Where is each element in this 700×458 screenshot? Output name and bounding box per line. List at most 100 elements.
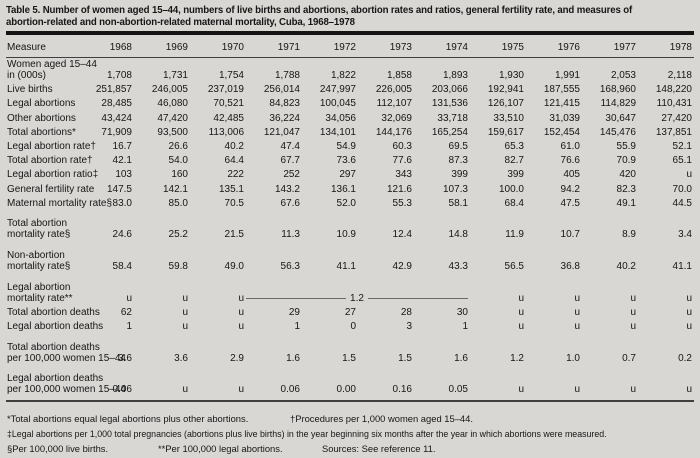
table-row: General fertility rate 147.5 142.1 135.1 143… (6, 182, 694, 196)
footnote-legal-abortions-ratio: ‡Legal abortions per 1,000 total pregnan… (7, 429, 607, 440)
value-cell: 1.6 (454, 352, 468, 364)
value-cell: 0.00 (302, 365, 358, 403)
measure-label-line: Live births (7, 84, 53, 96)
value-cell: 1.5 (398, 352, 412, 364)
value-cell: 143.2 (274, 183, 300, 195)
footnote-sources: Sources: See reference 11. (322, 443, 436, 455)
span-rule: 1.2 (246, 293, 468, 304)
value-cell: 147.5 (106, 183, 132, 195)
table-row: Non-abortion mortality rate§ 58.4 59.8 49.0 5… (6, 242, 694, 274)
value-cell: 55.3 (392, 197, 412, 209)
value-cell: 42,485 (213, 112, 244, 124)
value-cell: 112,107 (376, 98, 412, 110)
measure-label-line: Total abortion rate† (7, 155, 93, 167)
value-cell: 65.1 (672, 155, 692, 167)
value-cell: 2,053 (610, 70, 636, 82)
measure-label-line: mortality rate§ (7, 260, 71, 272)
value-cell: 27 (344, 306, 356, 318)
value-cell: 69.5 (448, 141, 468, 153)
value-cell: u (582, 365, 638, 403)
measure-label-line: Legal abortions (7, 98, 76, 110)
value-cell: 43,424 (101, 112, 132, 124)
value-cell: 131,536 (431, 98, 468, 110)
year-column-header: 1969 (134, 34, 190, 58)
value-cell: 8.9 (622, 229, 636, 241)
value-cell: u (238, 320, 244, 332)
value-cell: 54.0 (168, 155, 188, 167)
value-cell: 1,788 (274, 70, 300, 82)
table-title-line2: abortion-related and non-abortion-relate… (6, 15, 355, 28)
value-cell: 1.2 (510, 352, 524, 364)
value-cell: 126,107 (487, 98, 524, 110)
value-cell: 47.5 (560, 197, 580, 209)
value-cell: 3 (406, 320, 412, 332)
value-cell: 113,006 (208, 126, 244, 138)
footnote-total-abortions: *Total abortions equal legal abortions p… (7, 413, 249, 425)
measure-label-line: Women aged 15–44 (7, 59, 97, 71)
value-cell: 1 (294, 320, 300, 332)
value-cell: 1.0 (566, 352, 580, 364)
value-cell: u (526, 365, 582, 403)
measure-label: Legal abortions (6, 97, 78, 111)
value-cell: 2.9 (230, 352, 244, 364)
table-row: Total abortion deaths per 100,000 women 1… (6, 334, 694, 366)
value-cell: 110,431 (656, 98, 692, 110)
measure-label-line: per 100,000 women 15–44 (7, 384, 126, 396)
value-cell: 33,718 (437, 112, 468, 124)
year-column-header: 1975 (470, 34, 526, 58)
measure-label-line: Legal abortion ratio‡ (7, 169, 99, 181)
value-cell: 114,829 (600, 98, 636, 110)
value-cell: 1 (126, 320, 132, 332)
value-cell: 121,047 (263, 126, 300, 138)
value-cell: 83.0 (112, 197, 132, 209)
value-cell: 60.3 (392, 141, 412, 153)
value-cell: 32,069 (381, 112, 412, 124)
value-cell: u (630, 292, 636, 304)
measure-label-line: Other abortions (7, 112, 76, 124)
value-cell: u (470, 365, 526, 403)
value-cell: 222 (227, 169, 244, 181)
value-cell: u (182, 292, 188, 304)
measure-label: General fertility rate (6, 182, 94, 196)
value-cell: 203,066 (431, 84, 468, 96)
value-cell: 103 (115, 169, 132, 181)
value-cell: 11.3 (281, 229, 300, 241)
footnote-procedures: †Procedures per 1,000 women aged 15–44. (290, 413, 473, 425)
value-cell: u (638, 365, 694, 403)
measure-label-line: Maternal mortality rate§ (7, 197, 113, 209)
value-cell: 26.6 (168, 141, 188, 153)
value-cell: 31,039 (549, 112, 580, 124)
value-cell: 405 (563, 169, 580, 181)
measure-label-line: Legal abortion deaths (7, 373, 104, 385)
table-row: Legal abortion deaths 1 u u 1 0 3 1 u u u u (6, 319, 694, 333)
measure-label-line: Total abortions* (7, 126, 76, 138)
table-row: Legal abortion mortality rate** u u u 1.2 u u u u (6, 274, 694, 306)
value-cell: u (630, 306, 636, 318)
value-cell: 21.5 (224, 229, 244, 241)
value-cell: u (190, 365, 246, 403)
value-cell: 134,101 (319, 126, 356, 138)
value-cell: 247,997 (319, 84, 356, 96)
header-row: Measure 1968 1969 1970 1971 1972 1973 1974 1975 1… (6, 34, 694, 58)
measure-label-line: mortality rate** (7, 292, 73, 304)
value-cell: 1,731 (162, 70, 188, 82)
spanned-value: 1.2 (350, 292, 364, 304)
measure-label: Total abortion mortality rate§ (6, 210, 78, 242)
value-cell: 40.2 (224, 141, 244, 153)
value-cell: 168,960 (599, 84, 636, 96)
value-cell: 0.05 (414, 365, 470, 403)
value-cell: 70.0 (672, 183, 692, 195)
value-cell: 0.7 (622, 352, 636, 364)
footnote-line-2: ‡Legal abortions per 1,000 total pregnan… (6, 428, 694, 443)
value-cell: 12.4 (392, 229, 412, 241)
value-cell: 59.8 (168, 260, 188, 272)
measure-column-header: Measure (6, 34, 78, 58)
table-title-line1: Table 5. Number of women aged 15–44, num… (6, 4, 633, 16)
value-cell: 148,220 (655, 84, 692, 96)
value-cell: 70,521 (213, 98, 244, 110)
value-cell: 47.4 (280, 141, 300, 153)
value-cell: 3.6 (174, 352, 188, 364)
table-row: Total abortion deaths 62 u u 29 27 28 30 u u u u (6, 305, 694, 319)
value-cell: 237,019 (207, 84, 244, 96)
value-cell: 61.0 (560, 141, 580, 153)
